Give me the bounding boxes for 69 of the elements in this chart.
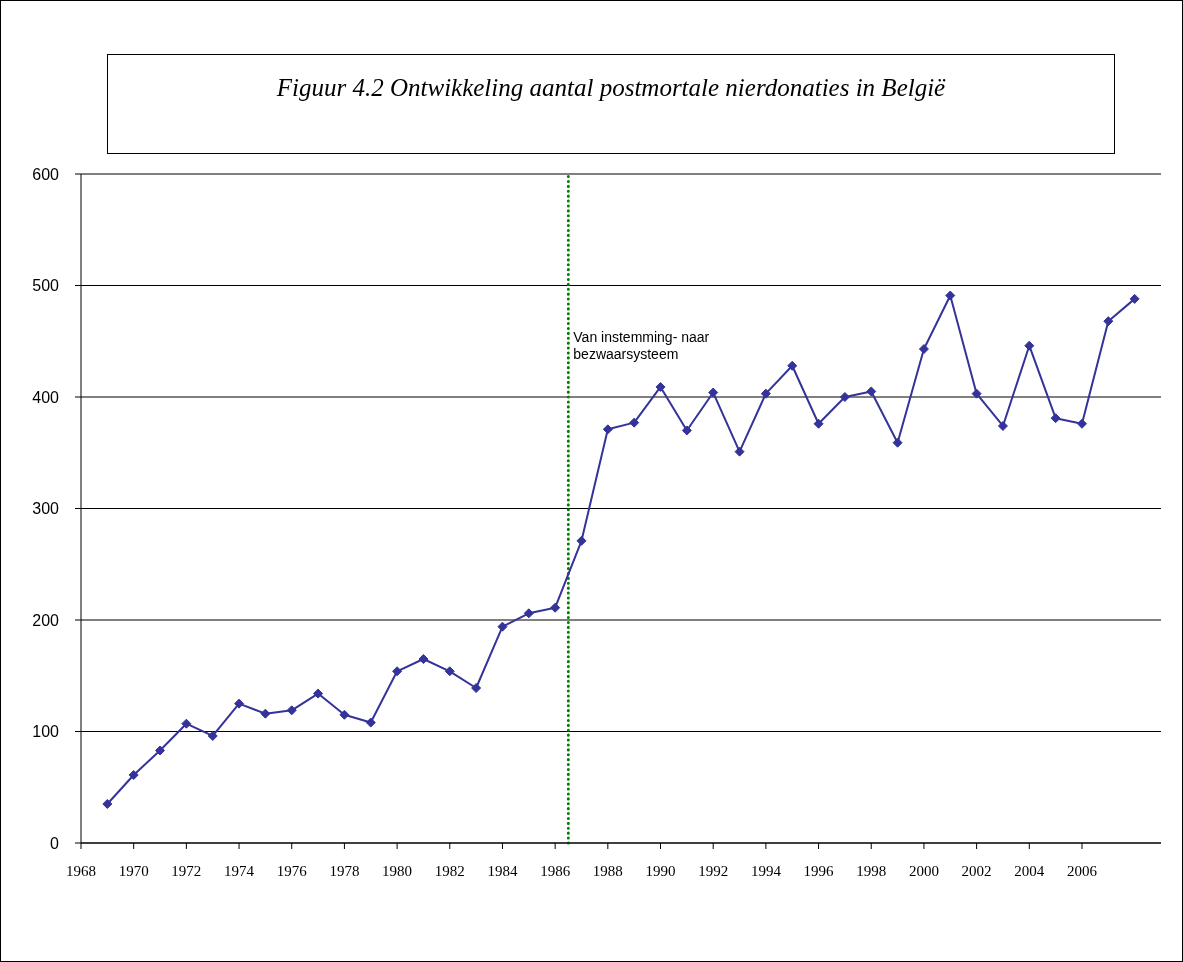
- point: [813, 418, 824, 429]
- point: [1050, 413, 1061, 424]
- point: [1129, 293, 1140, 304]
- ref-line-label: Van instemming- naar bezwaarsysteem: [573, 329, 710, 362]
- point: [576, 535, 587, 546]
- point: [155, 745, 166, 756]
- point: [128, 769, 139, 780]
- chart-title: Figuur 4.2 Ontwikkeling aantal postmortale nierdonaties in België: [276, 74, 946, 102]
- y-tick-label: 0: [50, 834, 60, 852]
- x-tick-label: 2002: [961, 862, 992, 879]
- point: [655, 381, 666, 392]
- point: [550, 602, 561, 613]
- point: [839, 392, 850, 402]
- point: [602, 424, 613, 435]
- y-tick-label: 200: [32, 611, 60, 629]
- point: [339, 709, 350, 720]
- x-tick-label: 1984: [487, 862, 518, 879]
- point: [444, 666, 455, 677]
- x-tick-label: 2004: [1014, 862, 1045, 879]
- y-tick-label: 300: [32, 500, 60, 518]
- y-tick-label: 600: [32, 165, 60, 183]
- x-tick-label: 1980: [382, 862, 413, 879]
- x-tick-label: 1972: [171, 862, 202, 879]
- x-tick-label: 1996: [803, 862, 835, 879]
- point: [971, 388, 982, 399]
- x-tick-label: 1994: [750, 862, 782, 879]
- point: [760, 388, 771, 399]
- point: [734, 446, 745, 457]
- x-tick-label: 1978: [329, 862, 360, 879]
- point: [708, 387, 719, 398]
- point: [260, 708, 271, 719]
- point: [102, 798, 113, 809]
- x-tick-label: 1988: [592, 862, 623, 879]
- point: [1076, 418, 1087, 429]
- point: [866, 386, 877, 397]
- x-tick-label: 1992: [698, 862, 729, 879]
- point: [997, 420, 1008, 431]
- point: [497, 621, 508, 632]
- point: [207, 730, 218, 741]
- point: [313, 688, 324, 699]
- x-tick-label: 1990: [645, 862, 676, 879]
- point: [1024, 340, 1035, 351]
- y-tick-label: 500: [32, 277, 60, 295]
- x-tick-label: 1974: [224, 862, 255, 879]
- point: [892, 437, 903, 448]
- point: [918, 344, 929, 355]
- point: [523, 608, 534, 619]
- point: [681, 425, 692, 436]
- x-tick-label: 1998: [856, 862, 887, 879]
- x-tick-label: 1982: [434, 862, 465, 879]
- point: [787, 360, 798, 371]
- x-tick-label: 2000: [908, 862, 939, 879]
- point: [181, 718, 192, 729]
- x-tick-label: 1976: [276, 862, 308, 879]
- point: [286, 705, 297, 716]
- point: [392, 666, 403, 677]
- x-tick-label: 1986: [540, 862, 571, 879]
- point: [418, 654, 429, 665]
- point: [365, 717, 376, 728]
- y-tick-label: 100: [32, 723, 60, 741]
- point: [234, 698, 245, 709]
- x-tick-label: 1970: [118, 862, 149, 879]
- x-tick-label: 2006: [1066, 862, 1098, 879]
- point: [471, 683, 482, 694]
- y-tick-label: 400: [32, 388, 60, 406]
- point: [1103, 316, 1114, 327]
- point: [629, 417, 640, 428]
- x-tick-label: 1968: [66, 862, 96, 879]
- point: [945, 290, 956, 301]
